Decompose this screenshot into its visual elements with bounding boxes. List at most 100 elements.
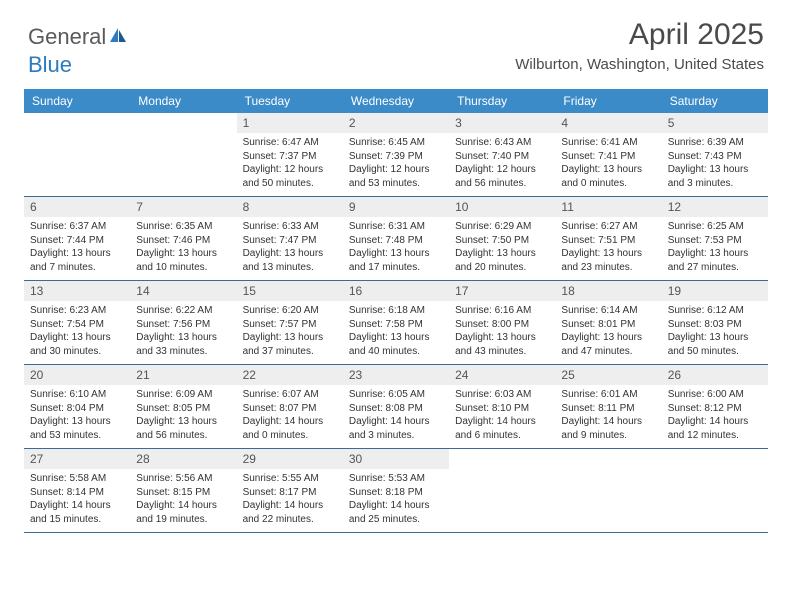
day-number: 3 (449, 113, 555, 133)
daylight-text: Daylight: 13 hours and 50 minutes. (668, 331, 762, 358)
day-body: Sunrise: 6:41 AMSunset: 7:41 PMDaylight:… (555, 133, 661, 196)
daylight-text: Daylight: 13 hours and 3 minutes. (668, 163, 762, 190)
daylight-text: Daylight: 14 hours and 22 minutes. (243, 499, 337, 526)
sunset-text: Sunset: 7:58 PM (349, 318, 443, 332)
calendar-day: 30Sunrise: 5:53 AMSunset: 8:18 PMDayligh… (343, 449, 449, 532)
sunset-text: Sunset: 7:47 PM (243, 234, 337, 248)
sunrise-text: Sunrise: 6:09 AM (136, 388, 230, 402)
day-number: 26 (662, 365, 768, 385)
calendar-day: 23Sunrise: 6:05 AMSunset: 8:08 PMDayligh… (343, 365, 449, 448)
sunrise-text: Sunrise: 6:23 AM (30, 304, 124, 318)
sunset-text: Sunset: 8:05 PM (136, 402, 230, 416)
calendar-day: 16Sunrise: 6:18 AMSunset: 7:58 PMDayligh… (343, 281, 449, 364)
daylight-text: Daylight: 13 hours and 37 minutes. (243, 331, 337, 358)
daylight-text: Daylight: 14 hours and 0 minutes. (243, 415, 337, 442)
calendar-day: 9Sunrise: 6:31 AMSunset: 7:48 PMDaylight… (343, 197, 449, 280)
calendar-day: 11Sunrise: 6:27 AMSunset: 7:51 PMDayligh… (555, 197, 661, 280)
calendar-day: 17Sunrise: 6:16 AMSunset: 8:00 PMDayligh… (449, 281, 555, 364)
sunrise-text: Sunrise: 6:35 AM (136, 220, 230, 234)
calendar-day: 7Sunrise: 6:35 AMSunset: 7:46 PMDaylight… (130, 197, 236, 280)
day-body: Sunrise: 6:18 AMSunset: 7:58 PMDaylight:… (343, 301, 449, 364)
calendar-day: 14Sunrise: 6:22 AMSunset: 7:56 PMDayligh… (130, 281, 236, 364)
day-number: 24 (449, 365, 555, 385)
sunset-text: Sunset: 7:41 PM (561, 150, 655, 164)
daylight-text: Daylight: 12 hours and 50 minutes. (243, 163, 337, 190)
day-number: 18 (555, 281, 661, 301)
calendar-day: 25Sunrise: 6:01 AMSunset: 8:11 PMDayligh… (555, 365, 661, 448)
day-body: Sunrise: 6:47 AMSunset: 7:37 PMDaylight:… (237, 133, 343, 196)
day-body: Sunrise: 5:56 AMSunset: 8:15 PMDaylight:… (130, 469, 236, 532)
sunrise-text: Sunrise: 6:10 AM (30, 388, 124, 402)
sunset-text: Sunset: 8:03 PM (668, 318, 762, 332)
calendar-day: 24Sunrise: 6:03 AMSunset: 8:10 PMDayligh… (449, 365, 555, 448)
day-body: Sunrise: 6:27 AMSunset: 7:51 PMDaylight:… (555, 217, 661, 280)
sunrise-text: Sunrise: 6:37 AM (30, 220, 124, 234)
calendar-day: 13Sunrise: 6:23 AMSunset: 7:54 PMDayligh… (24, 281, 130, 364)
day-body: Sunrise: 6:45 AMSunset: 7:39 PMDaylight:… (343, 133, 449, 196)
sunrise-text: Sunrise: 6:18 AM (349, 304, 443, 318)
sunset-text: Sunset: 7:37 PM (243, 150, 337, 164)
day-body: Sunrise: 6:01 AMSunset: 8:11 PMDaylight:… (555, 385, 661, 448)
daylight-text: Daylight: 13 hours and 33 minutes. (136, 331, 230, 358)
sunrise-text: Sunrise: 6:41 AM (561, 136, 655, 150)
calendar-day: 26Sunrise: 6:00 AMSunset: 8:12 PMDayligh… (662, 365, 768, 448)
sunrise-text: Sunrise: 6:27 AM (561, 220, 655, 234)
daylight-text: Daylight: 14 hours and 12 minutes. (668, 415, 762, 442)
sunrise-text: Sunrise: 6:00 AM (668, 388, 762, 402)
sunset-text: Sunset: 7:48 PM (349, 234, 443, 248)
weekday-header: Wednesday (343, 89, 449, 113)
calendar-day (555, 449, 661, 532)
sunset-text: Sunset: 7:46 PM (136, 234, 230, 248)
month-title: April 2025 (515, 18, 764, 52)
calendar-day: 18Sunrise: 6:14 AMSunset: 8:01 PMDayligh… (555, 281, 661, 364)
day-number: 21 (130, 365, 236, 385)
logo-text-2: Blue (28, 52, 72, 77)
day-number: 15 (237, 281, 343, 301)
sunset-text: Sunset: 7:51 PM (561, 234, 655, 248)
day-number: 30 (343, 449, 449, 469)
day-body: Sunrise: 6:07 AMSunset: 8:07 PMDaylight:… (237, 385, 343, 448)
daylight-text: Daylight: 13 hours and 13 minutes. (243, 247, 337, 274)
sunset-text: Sunset: 8:08 PM (349, 402, 443, 416)
sunset-text: Sunset: 7:57 PM (243, 318, 337, 332)
calendar-day: 20Sunrise: 6:10 AMSunset: 8:04 PMDayligh… (24, 365, 130, 448)
day-number: 19 (662, 281, 768, 301)
sunrise-text: Sunrise: 6:25 AM (668, 220, 762, 234)
weekday-header: Monday (130, 89, 236, 113)
calendar-day (449, 449, 555, 532)
calendar-day: 10Sunrise: 6:29 AMSunset: 7:50 PMDayligh… (449, 197, 555, 280)
sunrise-text: Sunrise: 6:31 AM (349, 220, 443, 234)
day-number: 20 (24, 365, 130, 385)
sunset-text: Sunset: 7:53 PM (668, 234, 762, 248)
daylight-text: Daylight: 14 hours and 25 minutes. (349, 499, 443, 526)
daylight-text: Daylight: 13 hours and 23 minutes. (561, 247, 655, 274)
calendar-day: 22Sunrise: 6:07 AMSunset: 8:07 PMDayligh… (237, 365, 343, 448)
weekday-header: Tuesday (237, 89, 343, 113)
sunrise-text: Sunrise: 6:16 AM (455, 304, 549, 318)
location: Wilburton, Washington, United States (515, 56, 764, 73)
day-number: 25 (555, 365, 661, 385)
sunrise-text: Sunrise: 6:33 AM (243, 220, 337, 234)
sunrise-text: Sunrise: 6:20 AM (243, 304, 337, 318)
calendar-day: 1Sunrise: 6:47 AMSunset: 7:37 PMDaylight… (237, 113, 343, 196)
day-body: Sunrise: 6:09 AMSunset: 8:05 PMDaylight:… (130, 385, 236, 448)
daylight-text: Daylight: 13 hours and 40 minutes. (349, 331, 443, 358)
calendar-day: 12Sunrise: 6:25 AMSunset: 7:53 PMDayligh… (662, 197, 768, 280)
sunset-text: Sunset: 8:10 PM (455, 402, 549, 416)
sunset-text: Sunset: 8:00 PM (455, 318, 549, 332)
daylight-text: Daylight: 14 hours and 19 minutes. (136, 499, 230, 526)
day-number: 7 (130, 197, 236, 217)
day-number: 1 (237, 113, 343, 133)
day-body: Sunrise: 6:10 AMSunset: 8:04 PMDaylight:… (24, 385, 130, 448)
sunset-text: Sunset: 7:39 PM (349, 150, 443, 164)
calendar-day: 3Sunrise: 6:43 AMSunset: 7:40 PMDaylight… (449, 113, 555, 196)
weekday-header: Thursday (449, 89, 555, 113)
logo-text-2-wrap: Blue (28, 52, 72, 78)
sunrise-text: Sunrise: 6:45 AM (349, 136, 443, 150)
day-number: 29 (237, 449, 343, 469)
sunrise-text: Sunrise: 5:58 AM (30, 472, 124, 486)
day-body: Sunrise: 6:23 AMSunset: 7:54 PMDaylight:… (24, 301, 130, 364)
calendar-day: 19Sunrise: 6:12 AMSunset: 8:03 PMDayligh… (662, 281, 768, 364)
day-body: Sunrise: 6:12 AMSunset: 8:03 PMDaylight:… (662, 301, 768, 364)
daylight-text: Daylight: 13 hours and 27 minutes. (668, 247, 762, 274)
